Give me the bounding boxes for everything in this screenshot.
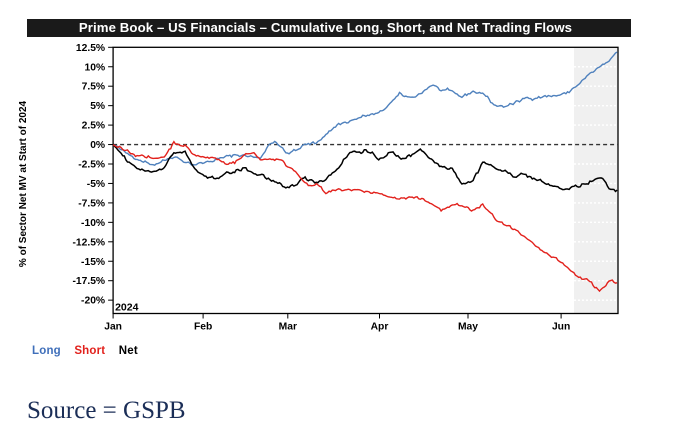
svg-text:-2.5%: -2.5% bbox=[78, 160, 105, 171]
svg-text:-17.5%: -17.5% bbox=[72, 276, 105, 287]
svg-text:Jun: Jun bbox=[552, 322, 570, 333]
svg-text:-10%: -10% bbox=[81, 218, 105, 229]
svg-text:May: May bbox=[458, 322, 478, 333]
svg-text:Jan: Jan bbox=[104, 322, 122, 333]
svg-text:-12.5%: -12.5% bbox=[72, 237, 105, 248]
svg-text:-20%: -20% bbox=[81, 296, 105, 307]
svg-text:0%: 0% bbox=[90, 140, 105, 151]
svg-text:10%: 10% bbox=[84, 62, 105, 73]
svg-text:2024: 2024 bbox=[115, 302, 139, 314]
svg-text:-15%: -15% bbox=[81, 257, 105, 268]
svg-text:2.5%: 2.5% bbox=[82, 121, 105, 132]
svg-text:7.5%: 7.5% bbox=[82, 82, 105, 93]
svg-text:-5%: -5% bbox=[87, 179, 105, 190]
svg-text:Mar: Mar bbox=[279, 322, 297, 333]
svg-text:5%: 5% bbox=[90, 101, 105, 112]
svg-text:Apr: Apr bbox=[371, 322, 389, 333]
svg-text:-7.5%: -7.5% bbox=[78, 198, 105, 209]
svg-text:12.5%: 12.5% bbox=[76, 43, 105, 54]
svg-text:Feb: Feb bbox=[194, 322, 212, 333]
